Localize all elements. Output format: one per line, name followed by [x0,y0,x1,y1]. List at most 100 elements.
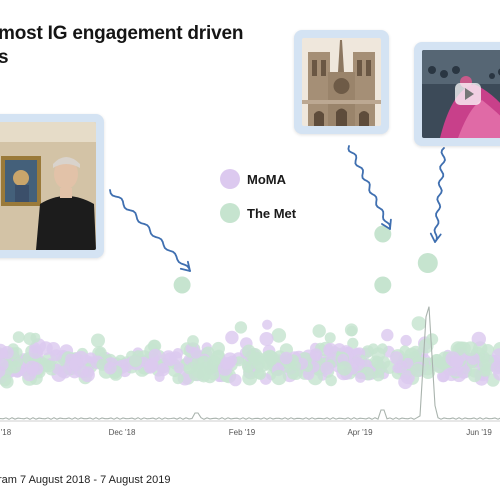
moma-post-dot [83,366,95,378]
met-post-dot [337,361,352,376]
met-post-dot [187,335,199,347]
arrow-to-jan-post-head [179,260,191,272]
highlighted-posts [173,225,438,294]
moma-post-dot [400,334,412,347]
met-post-dot [43,360,56,373]
moma-post-dot [490,361,500,375]
video-thumbnail [422,50,500,138]
moma-post-dot [225,330,239,345]
met-post-dot [371,347,386,362]
met-post-dot [271,369,287,386]
moma-post-dot [85,352,97,364]
moma-post-dot [104,361,117,375]
met-post-dot [271,328,287,343]
moma-post-dot [25,360,39,374]
engagement-line [0,306,500,420]
met-post-dot [234,321,248,334]
met-post-dot [382,360,397,374]
portrait-photo [0,122,96,250]
met-post-dot [12,356,24,368]
met-post-dot [463,341,478,357]
x-tick-label: Jun '19 [466,428,492,437]
moma-post-dot [351,347,362,358]
arrow-to-may-post-head [429,232,442,243]
met-post-dot [468,368,482,383]
moma-post-dot [190,347,202,359]
moma-post-dot [69,357,83,372]
moma-post-dot [163,352,178,367]
photo-card-video [414,42,500,146]
portrait-photo-illustration [0,122,96,250]
met-post-dot [12,331,25,343]
met-post-dot [410,363,425,378]
met-post-dot [254,356,270,372]
photo-card-portrait [0,114,104,258]
met-post-dot [430,354,443,367]
moma-post-dot [309,348,323,361]
moma-post-dot [471,331,486,347]
moma-post-dot [0,343,8,359]
met-post-dot [325,374,337,387]
moma-post-dot [279,351,293,365]
moma-post-dot [323,342,338,357]
moma-post-dot [259,332,274,346]
arrow-to-may-post [433,147,446,243]
highlighted-post-dot [173,276,191,294]
moma-post-dot [355,372,366,383]
moma-post-dot [220,357,234,370]
notre-dame-illustration [302,38,381,126]
x-tick-label: Dec '18 [109,428,136,437]
moma-post-dot [381,328,394,342]
legend-label-moma: MoMA [247,172,287,187]
moma-post-dot [148,348,162,362]
met-post-dot [312,324,326,338]
moma-post-dot [46,342,61,356]
moma-post-dot [229,373,242,387]
chart-title-line-1: most IG engagement driven [0,23,244,44]
arrow-to-jan-post [109,189,191,272]
met-post-dot [411,316,426,331]
moma-post-dot [398,374,413,390]
highlighted-post-dot [374,276,392,294]
legend: MoMA The Met [220,169,297,223]
met-post-dot [91,333,105,348]
photo-card-notre-dame [294,30,389,134]
met-post-dot [324,332,336,344]
video-thumbnail-illustration [422,50,500,138]
met-post-dot [426,333,439,346]
arrow-to-apr-post [347,145,392,230]
met-post-dot [347,337,359,349]
play-icon[interactable] [455,83,481,105]
highlighted-post-dot [374,225,392,243]
met-post-dot [207,368,220,381]
met-post-dot [172,373,184,385]
moma-post-dot [389,351,403,365]
notre-dame-photo [302,38,381,126]
annotation-arrows [109,145,446,272]
met-post-dot [479,359,491,371]
met-post-dot [344,323,358,337]
source-note: ram 7 August 2018 - 7 August 2019 [0,474,171,486]
legend-swatch-moma [220,169,240,189]
chart-title-line-2: s [0,47,9,68]
x-axis-ticks: '18 Dec '18 Feb '19 Apr '19 Jun '19 [1,428,493,437]
moma-post-dot [262,319,273,330]
met-post-dot [478,351,490,363]
highlighted-post-dot [417,253,438,273]
x-tick-label: Feb '19 [229,428,256,437]
moma-post-dot [0,358,9,371]
moma-post-dot [173,362,185,374]
met-post-dot [372,369,385,382]
met-post-dot [191,363,206,379]
moma-post-dot [144,359,158,373]
moma-post-dot [157,363,170,377]
x-tick-label: '18 [1,428,12,437]
moma-post-dot [445,351,461,367]
dot-cloud [0,316,500,390]
moma-post-dot [28,345,43,359]
met-post-dot [23,332,37,346]
moma-post-dot [320,361,334,375]
chart-title: most IG engagement driven s [0,22,243,70]
x-tick-label: Apr '19 [347,428,373,437]
